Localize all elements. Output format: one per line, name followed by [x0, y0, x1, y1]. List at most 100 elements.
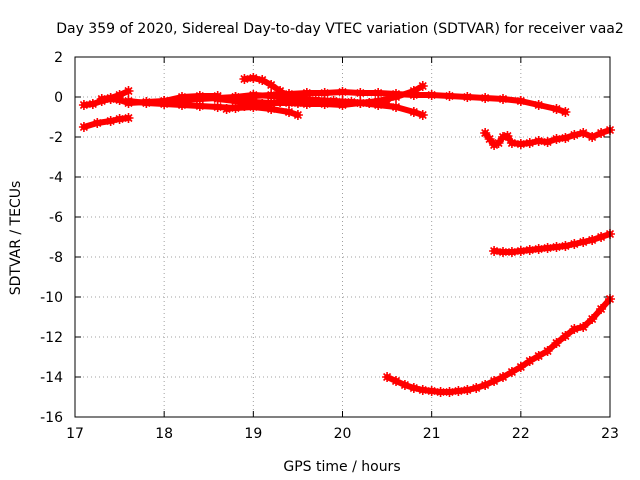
data-point — [408, 107, 419, 117]
y-tick-label: -2 — [49, 130, 63, 146]
y-tick-label: -14 — [40, 370, 63, 386]
data-point — [284, 92, 294, 102]
data-point — [435, 387, 446, 397]
y-tick-label: -4 — [49, 170, 63, 186]
data-point — [257, 75, 268, 85]
x-tick-label: 19 — [244, 426, 262, 442]
data-point — [239, 101, 250, 111]
series-11 — [382, 294, 615, 397]
data-point — [417, 385, 428, 395]
grid — [75, 57, 610, 417]
data-point — [560, 241, 571, 251]
data-point — [248, 90, 259, 100]
data-point — [275, 86, 286, 96]
data-point — [194, 91, 205, 101]
data-point — [489, 140, 500, 150]
data-point — [515, 362, 526, 372]
data-point — [578, 128, 589, 138]
data-point — [355, 88, 366, 98]
data-point — [221, 104, 232, 114]
data-point — [484, 134, 495, 144]
data-point — [542, 243, 553, 253]
data-point — [292, 110, 303, 120]
data-point — [462, 385, 473, 395]
data-point — [506, 138, 517, 148]
data-point — [257, 99, 268, 109]
data-point — [542, 346, 553, 356]
data-point — [114, 114, 125, 124]
data-point — [399, 380, 410, 390]
y-tick-label: -12 — [40, 330, 63, 346]
data-point — [596, 304, 607, 314]
y-tick-label: 0 — [54, 90, 63, 106]
data-point — [87, 99, 98, 109]
series-10 — [489, 229, 615, 257]
data-point — [578, 322, 589, 332]
data-point — [569, 130, 580, 140]
data-point — [391, 102, 401, 112]
data-point — [248, 73, 259, 83]
data-point — [382, 372, 393, 382]
x-tick-label: 23 — [601, 426, 619, 442]
data-point — [587, 235, 598, 245]
data-point — [533, 244, 544, 254]
data-point — [78, 100, 89, 110]
data-point — [533, 351, 544, 361]
data-point — [123, 86, 134, 96]
data-point — [212, 94, 223, 104]
data-point — [498, 247, 508, 257]
y-axis-label: SDTVAR / TECUs — [8, 181, 24, 296]
data-point — [284, 107, 294, 117]
data-point — [177, 100, 187, 110]
data-point — [551, 134, 562, 144]
data-point — [230, 92, 241, 102]
data-point — [502, 131, 513, 141]
x-tick-label: 22 — [512, 426, 530, 442]
plot-frame — [74, 56, 611, 418]
data-point — [292, 96, 303, 106]
data-point — [346, 97, 357, 107]
data-point — [569, 239, 580, 249]
data-point — [551, 338, 562, 348]
data-point — [408, 383, 419, 393]
data-point — [310, 95, 321, 105]
data-point — [426, 90, 437, 100]
data-point — [444, 91, 455, 101]
y-tick-label: -10 — [40, 290, 63, 306]
data-point — [96, 94, 107, 104]
data-point — [391, 92, 401, 102]
data-point — [480, 93, 491, 103]
data-point — [471, 383, 482, 393]
series-segment — [393, 104, 417, 115]
data-point — [391, 376, 401, 386]
series-segment — [393, 88, 417, 100]
data-point — [337, 87, 348, 97]
y-tick-label: 2 — [54, 50, 63, 66]
data-point — [105, 93, 116, 103]
data-point — [159, 96, 170, 106]
data-point — [587, 132, 598, 142]
data-point — [533, 136, 544, 146]
data-point — [444, 387, 455, 397]
data-point — [587, 314, 598, 324]
data-point — [462, 92, 473, 102]
data-point — [498, 132, 508, 142]
x-axis-label: GPS time / hours — [283, 459, 400, 475]
data-point — [551, 242, 562, 252]
series-2 — [96, 86, 134, 104]
data-point — [560, 107, 571, 117]
y-tick-label: -8 — [49, 250, 63, 266]
data-point — [373, 88, 384, 98]
data-point — [275, 97, 286, 107]
data-point — [524, 245, 535, 255]
data-point — [560, 133, 571, 143]
series-8 — [221, 95, 393, 114]
data-point — [515, 246, 526, 256]
data-point — [596, 128, 607, 138]
data-point — [426, 386, 437, 396]
x-tick-label: 18 — [155, 426, 173, 442]
data-point — [498, 94, 508, 104]
x-tick-label: 21 — [423, 426, 441, 442]
data-point — [569, 324, 580, 334]
data-point — [551, 104, 562, 114]
